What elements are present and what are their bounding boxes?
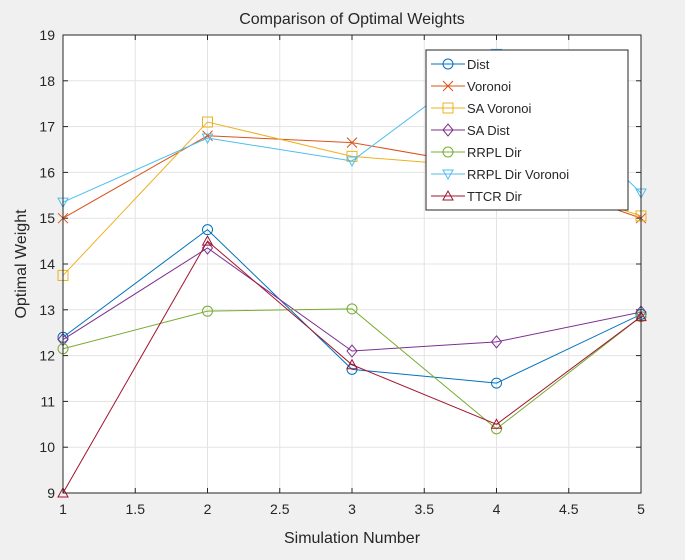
y-axis-label: Optimal Weight: [13, 209, 30, 319]
data-point: [202, 224, 213, 236]
legend-entry: RRPL Dir: [431, 145, 522, 160]
legend-label: Dist: [467, 57, 490, 72]
series-line: [62, 247, 642, 352]
x-tick-label: 2: [204, 501, 212, 517]
data-point: [346, 137, 358, 148]
y-tick-label: 18: [39, 73, 55, 89]
legend-marker: [442, 146, 454, 158]
legend-entry: Voronoi: [431, 79, 511, 94]
y-tick-label: 16: [39, 164, 55, 180]
x-tick-label: 3: [348, 501, 356, 517]
legend-marker: [442, 80, 454, 92]
legend-marker: [442, 58, 454, 70]
data-point: [201, 133, 214, 145]
data-point: [202, 305, 213, 317]
legend-label: SA Voronoi: [467, 101, 531, 116]
y-tick-label: 11: [40, 393, 55, 409]
axis-ticks: 1 1.5 2 2.5 3 3.5 4 4.5 5 9 10 11 12 13 14 15 16 17 18 19: [39, 27, 645, 517]
y-tick-label: 9: [47, 485, 55, 501]
x-tick-label: 5: [637, 501, 645, 517]
data-point: [346, 358, 358, 370]
data-point: [201, 235, 214, 246]
legend-label: RRPL Dir Voronoi: [467, 167, 569, 182]
series-line: [62, 308, 642, 430]
legend-marker: [442, 169, 454, 181]
legend-label: RRPL Dir: [467, 145, 522, 160]
chart-title: Comparison of Optimal Weights: [239, 11, 465, 28]
plot-border: [62, 34, 642, 494]
legend-entry: TTCR Dir: [431, 189, 523, 204]
legend-entry: Dist: [431, 57, 490, 72]
x-tick-label: 1: [59, 501, 67, 517]
y-tick-label: 10: [39, 439, 55, 455]
y-tick-label: 13: [39, 302, 55, 318]
data-point: [346, 303, 358, 315]
legend: Dist Voronoi SA Voronoi SA Dist RRPL Dir RRPL…: [425, 49, 629, 211]
y-tick-label: 14: [39, 256, 55, 272]
x-axis-label: Simulation Number: [284, 530, 421, 547]
data-point: [346, 156, 358, 167]
y-tick-label: 12: [39, 348, 55, 364]
legend-label: Voronoi: [467, 79, 511, 94]
legend-marker: [442, 123, 454, 137]
x-tick-label: 3.5: [415, 501, 435, 517]
data-point: [491, 377, 502, 389]
x-tick-label: 1.5: [126, 501, 146, 517]
y-tick-label: 17: [39, 119, 55, 135]
data-point: [346, 344, 358, 358]
y-tick-label: 19: [39, 27, 55, 43]
data-point: [490, 335, 503, 349]
x-tick-label: 2.5: [270, 501, 290, 517]
data-point: [490, 418, 503, 429]
x-tick-label: 4: [493, 501, 501, 517]
x-tick-label: 4.5: [559, 501, 579, 517]
series-line: [62, 240, 642, 494]
legend-entry: SA Dist: [431, 123, 510, 138]
series-line: [62, 228, 642, 384]
legend-entry: RRPL Dir Voronoi: [431, 167, 569, 182]
legend-label: SA Dist: [467, 123, 510, 138]
data-point: [202, 116, 213, 128]
legend-marker: [442, 102, 454, 114]
y-tick-label: 15: [39, 210, 55, 226]
legend-entry: SA Voronoi: [431, 101, 531, 116]
legend-marker: [442, 189, 454, 201]
legend-label: TTCR Dir: [467, 189, 523, 204]
